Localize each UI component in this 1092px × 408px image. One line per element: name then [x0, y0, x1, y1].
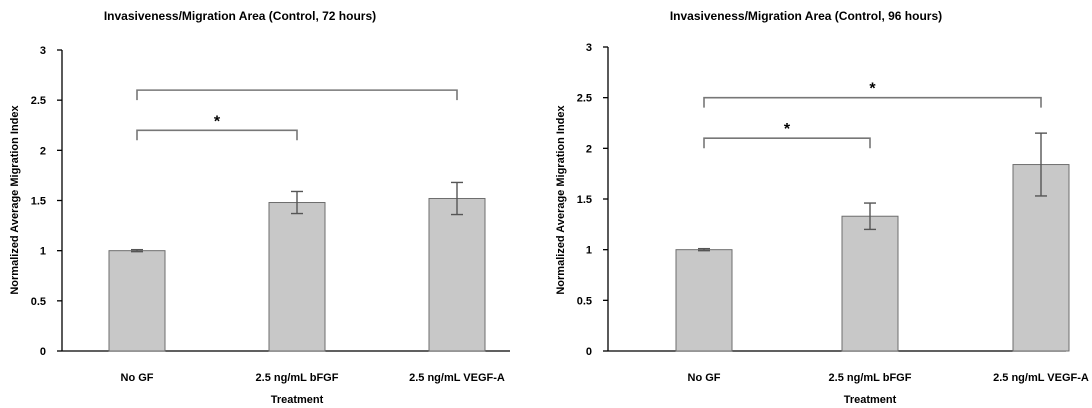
significance-bracket	[703, 137, 871, 149]
y-tick-label: 3	[40, 45, 46, 57]
category-label: No GF	[688, 372, 721, 384]
bar	[841, 215, 899, 352]
y-axis-title: Normalized Average Migration Index	[9, 104, 21, 294]
category-label: 2.5 ng/mL bFGF	[256, 372, 339, 384]
category-label: 2.5 ng/mL VEGF-A	[993, 372, 1089, 384]
y-tick-label: 2.5	[31, 95, 46, 107]
bar-chart-72h: Invasiveness/Migration Area (Control, 72…	[9, 9, 510, 406]
y-tick-label: 0	[586, 346, 592, 358]
significance-star: *	[214, 113, 221, 130]
chart-title: Invasiveness/Migration Area (Control, 72…	[104, 9, 376, 23]
significance-bracket	[136, 129, 298, 141]
significance-bracket	[136, 89, 458, 101]
y-tick-label: 0	[40, 346, 46, 358]
y-tick-label: 2	[586, 143, 592, 155]
y-tick-label: 3	[586, 42, 592, 54]
chart-title: Invasiveness/Migration Area (Control, 96…	[670, 9, 942, 23]
chart-panel-72h: Invasiveness/Migration Area (Control, 72…	[9, 9, 510, 406]
significance-bracket	[703, 96, 1042, 108]
y-tick-label: 1	[586, 245, 592, 257]
bar	[428, 197, 486, 352]
y-axis-title: Normalized Average Migration Index	[555, 104, 567, 294]
bar	[1012, 164, 1070, 352]
category-label: 2.5 ng/mL VEGF-A	[409, 372, 505, 384]
bar	[268, 202, 326, 352]
y-tick-label: 1	[40, 246, 46, 258]
y-tick-label: 0.5	[31, 296, 46, 308]
x-axis-title: Treatment	[844, 394, 897, 406]
y-tick-label: 0.5	[577, 295, 592, 307]
chart-panel-96h: Invasiveness/Migration Area (Control, 96…	[546, 0, 1092, 408]
bar	[675, 249, 733, 352]
category-label: 2.5 ng/mL bFGF	[829, 372, 912, 384]
significance-star: *	[869, 81, 876, 98]
y-tick-label: 2.5	[577, 93, 592, 105]
significance-star: *	[784, 121, 791, 138]
y-tick-label: 1.5	[577, 194, 592, 206]
x-axis-title: Treatment	[271, 394, 324, 406]
bar-chart-96h: Invasiveness/Migration Area (Control, 96…	[555, 9, 1089, 406]
y-tick-label: 1.5	[31, 196, 46, 208]
category-label: No GF	[121, 372, 154, 384]
bar	[108, 250, 166, 352]
y-tick-label: 2	[40, 145, 46, 157]
